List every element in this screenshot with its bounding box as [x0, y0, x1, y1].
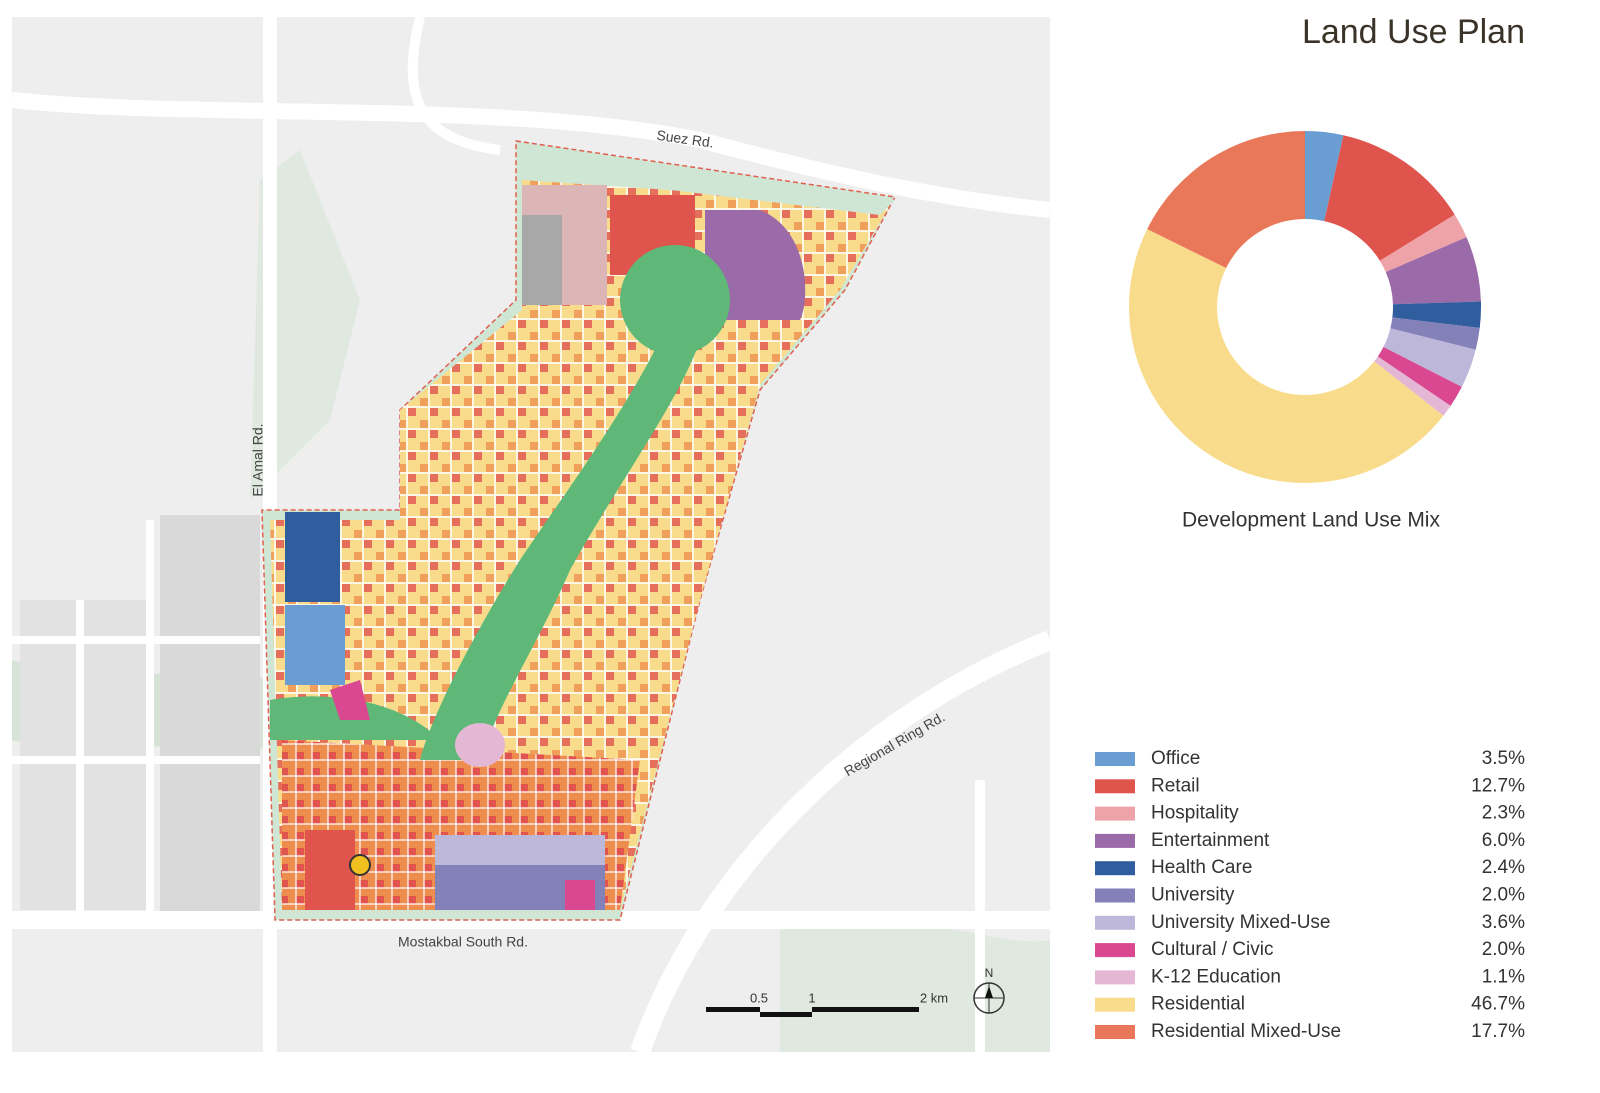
donut-segment	[1147, 131, 1305, 269]
office-zone	[285, 605, 345, 685]
legend-swatch	[1095, 833, 1135, 848]
legend-value: 46.7%	[1471, 994, 1525, 1015]
legend-swatch	[1095, 752, 1135, 766]
donut-segment	[1305, 131, 1344, 222]
page-title: Land Use Plan	[1302, 13, 1525, 51]
legend-label: Residential	[1151, 994, 1245, 1015]
donut-segment	[1379, 214, 1467, 273]
park-circle	[620, 245, 730, 355]
north-arrow: N	[973, 966, 1005, 1014]
legend-value: 6.0%	[1482, 830, 1525, 851]
legend-label: K-12 Education	[1151, 966, 1281, 987]
retail-zone	[305, 830, 355, 910]
scale-label: 2 km	[920, 990, 948, 1005]
legend-label: University Mixed-Use	[1151, 912, 1330, 933]
district	[20, 600, 150, 910]
legend-value: 12.7%	[1471, 775, 1525, 796]
civic-zone	[565, 880, 595, 910]
legend-value: 2.0%	[1482, 939, 1525, 960]
donut-segment	[1129, 229, 1444, 483]
donut-segment	[1390, 317, 1480, 350]
scale-label: 1	[808, 990, 815, 1005]
education-zone	[455, 723, 505, 767]
legend-swatch	[1095, 970, 1135, 985]
legend-label: Cultural / Civic	[1151, 939, 1273, 960]
donut-segment	[1324, 135, 1455, 261]
legend-swatch	[1095, 943, 1135, 958]
legend-swatch	[1095, 861, 1135, 876]
civic-zone	[330, 680, 370, 720]
legend-value: 2.0%	[1482, 885, 1525, 906]
legend-value: 2.4%	[1482, 857, 1525, 878]
donut-segment	[1385, 237, 1481, 305]
road-label: Suez Rd.	[656, 127, 715, 151]
health-care-zone	[285, 512, 340, 602]
legend-label: Residential Mixed-Use	[1151, 1021, 1341, 1042]
park-area	[250, 150, 360, 500]
legend: Office 3.5% Retail 12.7% Hospitality 2.3% Ente…	[1095, 748, 1525, 1042]
donut-segment	[1377, 346, 1462, 406]
buffer	[522, 155, 895, 215]
legend-label: University	[1151, 885, 1235, 906]
legend-value: 2.3%	[1482, 803, 1525, 824]
entertainment-zone	[705, 210, 806, 320]
chart-caption: Development Land Use Mix	[1182, 509, 1440, 532]
legend-value: 3.6%	[1482, 912, 1525, 933]
scale-bar: 0.5 1 2 km	[706, 990, 948, 1017]
legend-value: 3.5%	[1482, 748, 1525, 769]
legend-label: Retail	[1151, 775, 1200, 796]
north-label: N	[985, 966, 994, 980]
legend-label: Office	[1151, 748, 1200, 769]
donut-segment	[1383, 328, 1476, 387]
donut-segment	[1374, 356, 1451, 416]
legend-swatch	[1095, 806, 1135, 821]
landmark	[349, 854, 371, 876]
legend-value: 17.7%	[1471, 1021, 1525, 1042]
university-mixed-zone	[435, 835, 605, 865]
legend-value: 1.1%	[1482, 966, 1525, 987]
legend-label: Entertainment	[1151, 830, 1270, 851]
legend-swatch	[1095, 1025, 1135, 1039]
utility-zone	[522, 215, 562, 305]
map: Suez Rd. El Amal Rd. Regional Ring Rd. M…	[11, 15, 1054, 1056]
donut-segment	[1392, 301, 1482, 328]
road-label: El Amal Rd.	[250, 423, 266, 496]
legend-swatch	[1095, 779, 1135, 794]
donut-chart	[1129, 131, 1482, 483]
legend-swatch	[1095, 997, 1135, 1012]
park-area	[780, 920, 1050, 1052]
legend-swatch	[1095, 888, 1135, 903]
scale-label: 0.5	[750, 990, 768, 1005]
legend-label: Hospitality	[1151, 803, 1239, 824]
road-label: Mostakbal South Rd.	[398, 934, 528, 950]
district	[160, 515, 260, 915]
legend-swatch	[1095, 915, 1135, 930]
legend-label: Health Care	[1151, 857, 1252, 878]
green-spine	[420, 340, 700, 760]
